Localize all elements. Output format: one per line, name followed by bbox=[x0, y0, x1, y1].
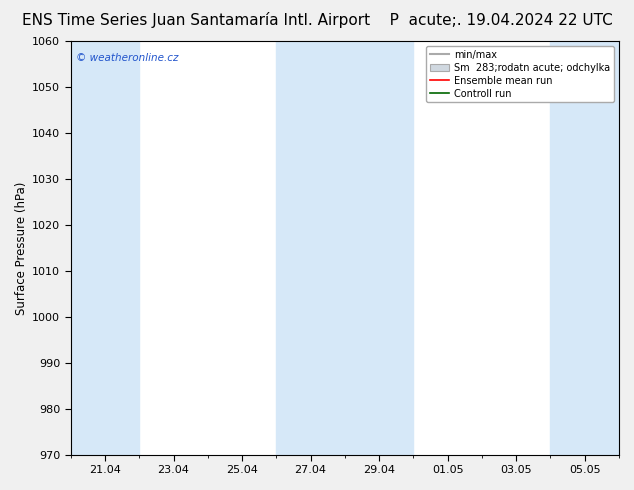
Y-axis label: Surface Pressure (hPa): Surface Pressure (hPa) bbox=[15, 181, 28, 315]
Bar bbox=[276, 41, 413, 455]
Text: ENS Time Series Juan Santamaría Intl. Airport    P  acute;. 19.04.2024 22 UTC: ENS Time Series Juan Santamaría Intl. Ai… bbox=[22, 12, 612, 28]
Legend: min/max, Sm  283;rodatn acute; odchylka, Ensemble mean run, Controll run: min/max, Sm 283;rodatn acute; odchylka, … bbox=[426, 46, 614, 102]
Bar bbox=[71, 41, 139, 455]
Text: © weatheronline.cz: © weatheronline.cz bbox=[76, 53, 179, 64]
Bar bbox=[550, 41, 619, 455]
